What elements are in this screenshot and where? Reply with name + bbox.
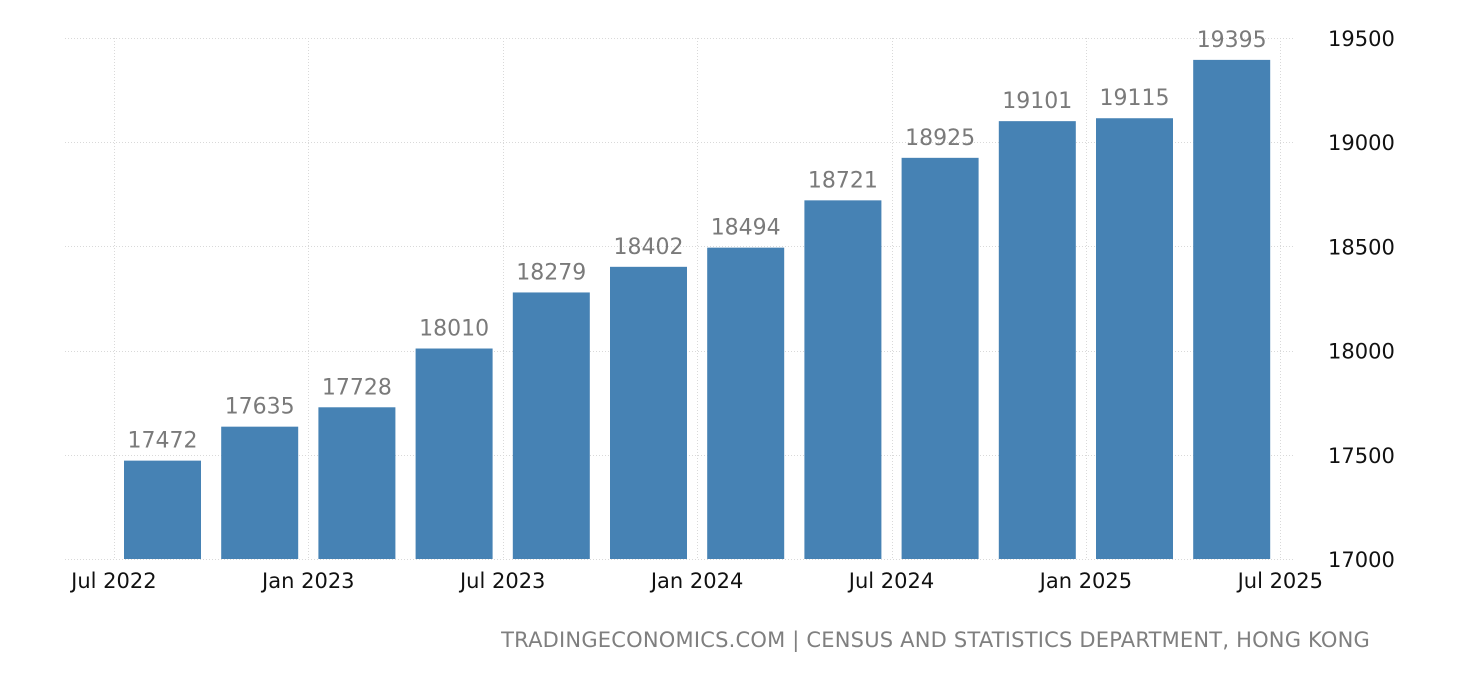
x-tick-label: Jan 2025 bbox=[1038, 569, 1133, 593]
y-tick-label: 19000 bbox=[1328, 131, 1395, 155]
y-tick-label: 19500 bbox=[1328, 27, 1395, 51]
y-tick-label: 17500 bbox=[1328, 444, 1395, 468]
data-label: 19115 bbox=[1100, 86, 1170, 111]
bar bbox=[1193, 59, 1271, 560]
x-tick-label: Jan 2024 bbox=[649, 569, 744, 593]
data-label: 17635 bbox=[225, 395, 295, 420]
data-label: 19395 bbox=[1197, 28, 1267, 53]
x-tick-label: Jan 2023 bbox=[260, 569, 355, 593]
data-label: 18279 bbox=[516, 260, 586, 285]
data-label: 18721 bbox=[808, 168, 878, 193]
data-label: 17728 bbox=[322, 375, 392, 400]
data-label: 18402 bbox=[614, 235, 684, 260]
bar bbox=[415, 348, 493, 559]
data-label: 18925 bbox=[905, 126, 975, 151]
y-tick-label: 18000 bbox=[1328, 340, 1395, 364]
bar bbox=[221, 426, 299, 559]
data-label: 18010 bbox=[419, 317, 489, 342]
x-tick-label: Jul 2024 bbox=[847, 569, 934, 593]
bar bbox=[901, 157, 979, 559]
source-credit: TRADINGECONOMICS.COM | CENSUS AND STATIS… bbox=[501, 628, 1370, 652]
bar bbox=[804, 200, 882, 559]
x-tick-label: Jul 2023 bbox=[458, 569, 545, 593]
bar bbox=[512, 292, 590, 559]
bar bbox=[610, 266, 687, 559]
data-label: 17472 bbox=[128, 429, 198, 454]
x-tick-label: Jul 2022 bbox=[69, 569, 156, 593]
y-tick-label: 18500 bbox=[1328, 235, 1395, 259]
data-label: 19101 bbox=[1002, 89, 1072, 114]
bar bbox=[1096, 118, 1173, 559]
bar bbox=[998, 121, 1076, 559]
x-tick-label: Jul 2025 bbox=[1236, 569, 1323, 593]
bar bbox=[707, 247, 785, 560]
y-tick-label: 17000 bbox=[1328, 548, 1395, 572]
bar bbox=[318, 407, 396, 559]
data-label: 18494 bbox=[711, 216, 781, 241]
bar bbox=[124, 460, 201, 559]
